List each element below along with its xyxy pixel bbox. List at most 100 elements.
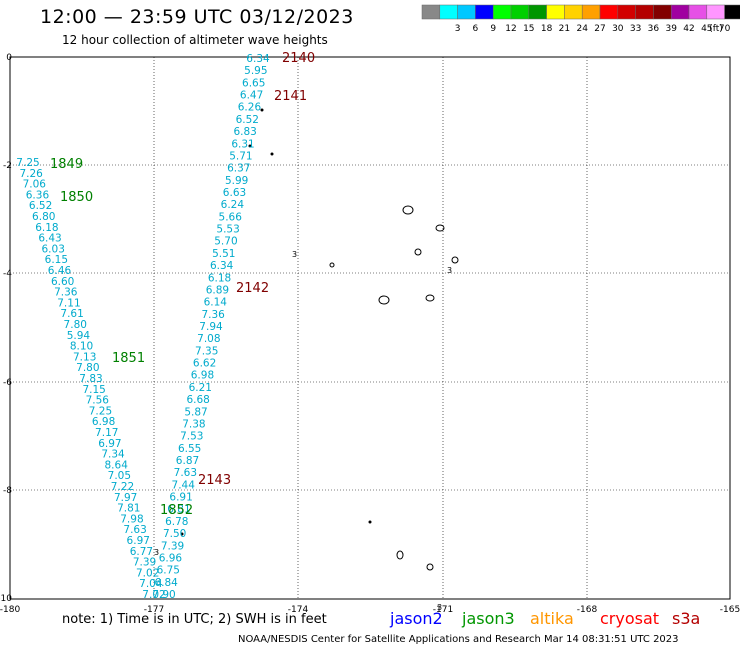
- swh-value: 5.87: [184, 406, 207, 418]
- pass-number-label: 2140: [282, 51, 315, 66]
- swh-value: 6.37: [227, 163, 250, 175]
- lat-tick-label: -2: [3, 161, 12, 171]
- swh-value: 6.62: [193, 358, 216, 370]
- swh-value: 7.80: [76, 362, 99, 374]
- pass-number-label: 1852: [160, 503, 193, 518]
- swh-value: 6.18: [35, 222, 58, 234]
- swh-value: 7.39: [133, 557, 156, 569]
- swh-value: 5.95: [244, 65, 267, 77]
- swh-value: 6.87: [176, 455, 199, 467]
- swh-value: 6.43: [38, 233, 61, 245]
- swh-value: 7.83: [79, 373, 102, 385]
- lon-tick-label: -174: [288, 605, 309, 615]
- island-dot: [248, 144, 252, 148]
- satellite-name-jason3: jason3: [462, 609, 515, 628]
- swh-value: 5.94: [67, 330, 91, 342]
- swh-value: 7.63: [123, 524, 146, 536]
- satellite-name-altika: altika: [530, 609, 574, 628]
- pass-number-label: 2142: [236, 281, 269, 296]
- swh-value: 6.31: [231, 138, 254, 150]
- swh-value: 6.47: [240, 90, 263, 102]
- lon-tick-label: -165: [720, 605, 740, 615]
- swh-value: 6.91: [169, 492, 192, 504]
- swh-value: 6.34: [246, 53, 270, 65]
- swh-value: 6.26: [238, 102, 262, 114]
- swh-value: 7.80: [64, 319, 87, 331]
- swh-value: 6.96: [159, 552, 183, 564]
- swh-value: 6.14: [204, 297, 228, 309]
- swh-value: 7.17: [95, 427, 118, 439]
- swh-value: 7.04: [139, 578, 163, 590]
- swh-value: 7.34: [101, 449, 125, 461]
- swh-value: 6.97: [98, 438, 121, 450]
- swh-value: 6.81: [167, 504, 190, 516]
- swh-value: 5.70: [214, 236, 237, 248]
- swh-value: 7.22: [111, 481, 134, 493]
- swh-value: 6.36: [26, 189, 50, 201]
- swh-value: 7.94: [199, 321, 223, 333]
- stray-label: 3: [154, 548, 159, 557]
- map-frame: [9, 56, 731, 600]
- swh-value: 5.99: [225, 175, 248, 187]
- swh-value: 6.55: [178, 443, 201, 455]
- swh-value: 6.83: [233, 126, 256, 138]
- swh-value: 6.80: [32, 211, 55, 223]
- swh-value: 7.13: [73, 351, 96, 363]
- swh-value: 6.97: [127, 535, 150, 547]
- swh-value: 7.26: [19, 168, 43, 180]
- island-outline: [426, 563, 434, 571]
- swh-value: 5.71: [229, 150, 252, 162]
- swh-value: 7.11: [57, 297, 80, 309]
- pass-number-label: 2143: [198, 473, 231, 488]
- page-title: 12:00 — 23:59 UTC 03/12/2023: [40, 6, 354, 28]
- swh-value: 6.84: [154, 577, 178, 589]
- lat-tick-label: 0: [6, 53, 12, 63]
- swh-value: 6.98: [92, 416, 115, 428]
- lat-tick-label: -10: [0, 594, 12, 604]
- pass-number-label: 1850: [60, 190, 93, 205]
- swh-value: 7.02: [136, 567, 159, 579]
- island-outline: [414, 248, 422, 256]
- pass-number-label: 1849: [50, 157, 83, 172]
- swh-value: 7.39: [161, 540, 184, 552]
- swh-value: 6.24: [221, 199, 245, 211]
- island-dot: [368, 520, 372, 524]
- swh-value: 7.50: [163, 528, 186, 540]
- swh-value: 7.63: [174, 467, 197, 479]
- swh-value: 6.63: [223, 187, 246, 199]
- lon-tick-label: -168: [577, 605, 598, 615]
- lon-tick-label: -171: [433, 605, 453, 615]
- footer-note: note: 1) Time is in UTC; 2) SWH is in fe…: [62, 612, 327, 627]
- island-outline: [396, 550, 404, 560]
- swh-value: 6.65: [242, 77, 265, 89]
- swh-value: 8.10: [70, 341, 93, 353]
- swh-value: 7.25: [89, 405, 112, 417]
- island-outline: [425, 294, 435, 302]
- swh-value: 7.15: [82, 384, 105, 396]
- swh-value: 7.05: [108, 470, 131, 482]
- stray-label: 3: [292, 250, 297, 259]
- page-subtitle: 12 hour collection of altimeter wave hei…: [62, 33, 328, 47]
- swh-value: 7.44: [172, 479, 196, 491]
- swh-value: 7.08: [197, 333, 220, 345]
- island-outline: [451, 256, 459, 264]
- swh-value: 6.52: [29, 200, 52, 212]
- satellite-name-jason2: jason2: [390, 609, 443, 628]
- swh-value: 7.61: [60, 308, 83, 320]
- swh-value: 6.68: [186, 394, 209, 406]
- swh-value: 7.38: [182, 418, 205, 430]
- swh-value: 7.25: [16, 157, 39, 169]
- island-dot: [260, 108, 264, 112]
- island-dot: [270, 152, 274, 156]
- swh-value: 6.98: [191, 370, 214, 382]
- swh-value: 7.53: [180, 431, 203, 443]
- lon-tick-label: -180: [0, 605, 20, 615]
- stray-label: 3: [437, 603, 442, 612]
- pass-number-label: 1851: [112, 351, 145, 366]
- swh-value: 7.56: [86, 395, 110, 407]
- pass-number-label: 2141: [274, 89, 307, 104]
- swh-value: 7.35: [195, 345, 218, 357]
- island-outline: [329, 262, 335, 268]
- swh-value: 6.52: [236, 114, 259, 126]
